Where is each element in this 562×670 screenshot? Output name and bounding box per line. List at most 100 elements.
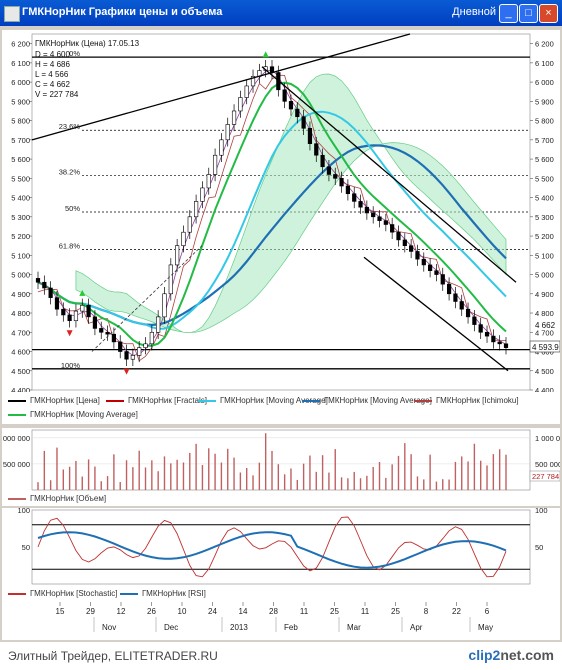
candle-body xyxy=(244,85,249,98)
candle-body xyxy=(130,355,135,360)
oscillator-chart[interactable]: 100 100 50 50 xyxy=(2,506,560,586)
candle-body xyxy=(225,124,230,141)
y-tick-label-left: 5 300 xyxy=(11,213,30,222)
candle-body xyxy=(440,274,445,285)
y-tick-label-left: 4 800 xyxy=(11,309,30,318)
candle-body xyxy=(35,278,41,283)
x-day-label: 26 xyxy=(147,607,156,616)
ohlc-open: D = 4 600 xyxy=(35,50,70,59)
y-tick-label-right: 4 800 xyxy=(535,309,554,318)
y-tick-label-right: 5 500 xyxy=(535,174,554,183)
candle-body xyxy=(314,143,319,156)
ohlc-volume: V = 227 784 xyxy=(35,90,79,99)
candle-body xyxy=(377,216,382,221)
maximize-button[interactable]: □ xyxy=(519,4,538,23)
fib-label: 38.2% xyxy=(59,167,81,176)
y-tick-label-left: 5 900 xyxy=(11,97,30,106)
close-button[interactable]: × xyxy=(539,4,558,23)
candle-body xyxy=(503,343,509,348)
fib-label: 100% xyxy=(61,361,81,370)
candle-body xyxy=(409,245,414,252)
candle-body xyxy=(61,308,66,316)
rsi-line xyxy=(37,531,507,569)
y-tick-label-left: 4 500 xyxy=(11,367,30,376)
candle-body xyxy=(402,239,407,246)
oscillator-chart-panel[interactable]: 100 100 50 50 xyxy=(2,506,560,586)
y-tick-label-left: 5 600 xyxy=(11,155,30,164)
y-tick-label-right: 5 600 xyxy=(535,155,554,164)
candle-body xyxy=(250,76,256,87)
volume-y-tick-left: 500 000 xyxy=(3,460,30,469)
candle-body xyxy=(48,287,53,298)
clip2net-logo: clip2net.com xyxy=(468,647,554,663)
y-tick-label-left: 4 900 xyxy=(11,290,30,299)
candle-body xyxy=(282,89,287,102)
x-month-label: Apr xyxy=(410,623,423,632)
candle-body xyxy=(212,154,218,175)
candle-body xyxy=(428,264,433,271)
candle-body xyxy=(333,174,338,179)
x-day-label: 15 xyxy=(56,607,65,616)
y-tick-label-left: 6 100 xyxy=(11,59,30,68)
y-tick-label-right: 5 300 xyxy=(535,213,554,222)
candle-body xyxy=(219,139,224,156)
candle-body xyxy=(345,185,350,195)
legend-swatch xyxy=(198,399,216,402)
candle-body xyxy=(465,308,471,318)
candle-body xyxy=(137,347,142,356)
fib-label: 0% xyxy=(69,49,80,58)
candle-body xyxy=(446,283,452,295)
volume-chart[interactable]: 1 000 000 1 000 000 500 000 500 000 227 784 xyxy=(0,428,562,492)
y-tick-label-right: 5 000 xyxy=(535,271,554,280)
legend-item: ГМКНорНик [Ichimoku] xyxy=(414,396,519,405)
volume-badge: 227 784 xyxy=(532,472,559,481)
ohlc-high: H = 4 686 xyxy=(35,60,70,69)
y-tick-label-right: 6 100 xyxy=(535,59,554,68)
candle-body xyxy=(105,331,110,335)
legend-item: ГМКНорНик [Цена] xyxy=(8,396,100,405)
y-tick-label-left: 5 400 xyxy=(11,194,30,203)
legend-swatch xyxy=(8,413,26,416)
candle-body xyxy=(472,316,477,325)
candle-body xyxy=(231,110,237,125)
y-tick-label-right: 6 200 xyxy=(535,40,554,49)
candle-body xyxy=(453,293,458,302)
minimize-button[interactable]: _ xyxy=(499,4,518,23)
y-tick-label-left: 4 600 xyxy=(11,348,30,357)
moving-average-fast xyxy=(37,81,507,347)
osc-y-tick-right: 50 xyxy=(535,543,543,552)
volume-y-tick-left: 1 000 000 xyxy=(2,434,30,443)
x-month-label: 2013 xyxy=(230,623,248,632)
candle-body xyxy=(326,166,332,175)
ohlc-close: C = 4 662 xyxy=(35,80,70,89)
candle-body xyxy=(295,108,300,118)
window-titlebar[interactable]: ГМКНорНик Графики цены и объема Дневной … xyxy=(0,0,562,26)
candle-body xyxy=(390,224,395,233)
fractal-down-marker xyxy=(66,330,73,337)
volume-y-tick-right: 500 000 xyxy=(535,460,560,469)
fib-label: 50% xyxy=(65,204,80,213)
x-month-label: Dec xyxy=(164,623,178,632)
y-tick-label-left: 6 200 xyxy=(11,40,30,49)
volume-chart-panel[interactable]: 1 000 000 1 000 000 500 000 500 000 227 784 xyxy=(0,428,562,492)
candle-body xyxy=(187,216,192,233)
y-tick-label-right: 5 200 xyxy=(535,232,554,241)
volume-legend: ГМКНорНик [Объем] xyxy=(2,492,560,506)
current-price-tag: 4 662 xyxy=(535,321,556,330)
fib-label: 61.8% xyxy=(59,242,81,251)
candle-body xyxy=(200,187,205,202)
candle-body xyxy=(238,97,243,112)
candle-body xyxy=(364,206,369,214)
y-tick-label-left: 5 500 xyxy=(11,174,30,183)
fib-label: 23.6% xyxy=(59,122,81,131)
candle-body xyxy=(301,116,306,129)
x-day-label: 14 xyxy=(239,607,248,616)
x-day-label: 6 xyxy=(485,607,490,616)
y-tick-label-right: 5 900 xyxy=(535,97,554,106)
candle-body xyxy=(162,293,167,318)
candle-body xyxy=(358,201,363,208)
candle-body xyxy=(149,331,154,345)
volume-y-tick-right: 1 000 000 xyxy=(535,434,560,443)
